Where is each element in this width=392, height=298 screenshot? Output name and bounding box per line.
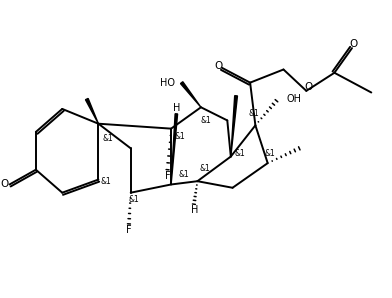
Text: &1: &1 [174,132,185,141]
Text: &1: &1 [178,170,189,179]
Text: &1: &1 [101,177,111,186]
Polygon shape [231,96,238,156]
Text: H: H [191,205,199,215]
Text: &1: &1 [264,149,275,158]
Text: &1: &1 [102,134,113,143]
Text: OH: OH [286,94,301,104]
Text: F: F [126,225,132,235]
Text: &1: &1 [199,164,210,173]
Text: &1: &1 [248,109,259,118]
Text: &1: &1 [234,149,245,158]
Text: O: O [304,82,312,92]
Polygon shape [171,114,178,184]
Text: O: O [350,39,358,49]
Polygon shape [85,98,98,124]
Polygon shape [180,82,201,107]
Text: &1: &1 [129,195,140,204]
Text: O: O [0,179,9,190]
Text: H: H [173,103,180,113]
Text: HO: HO [160,78,175,88]
Text: &1: &1 [201,116,212,125]
Text: F: F [165,171,171,181]
Text: O: O [214,61,222,71]
